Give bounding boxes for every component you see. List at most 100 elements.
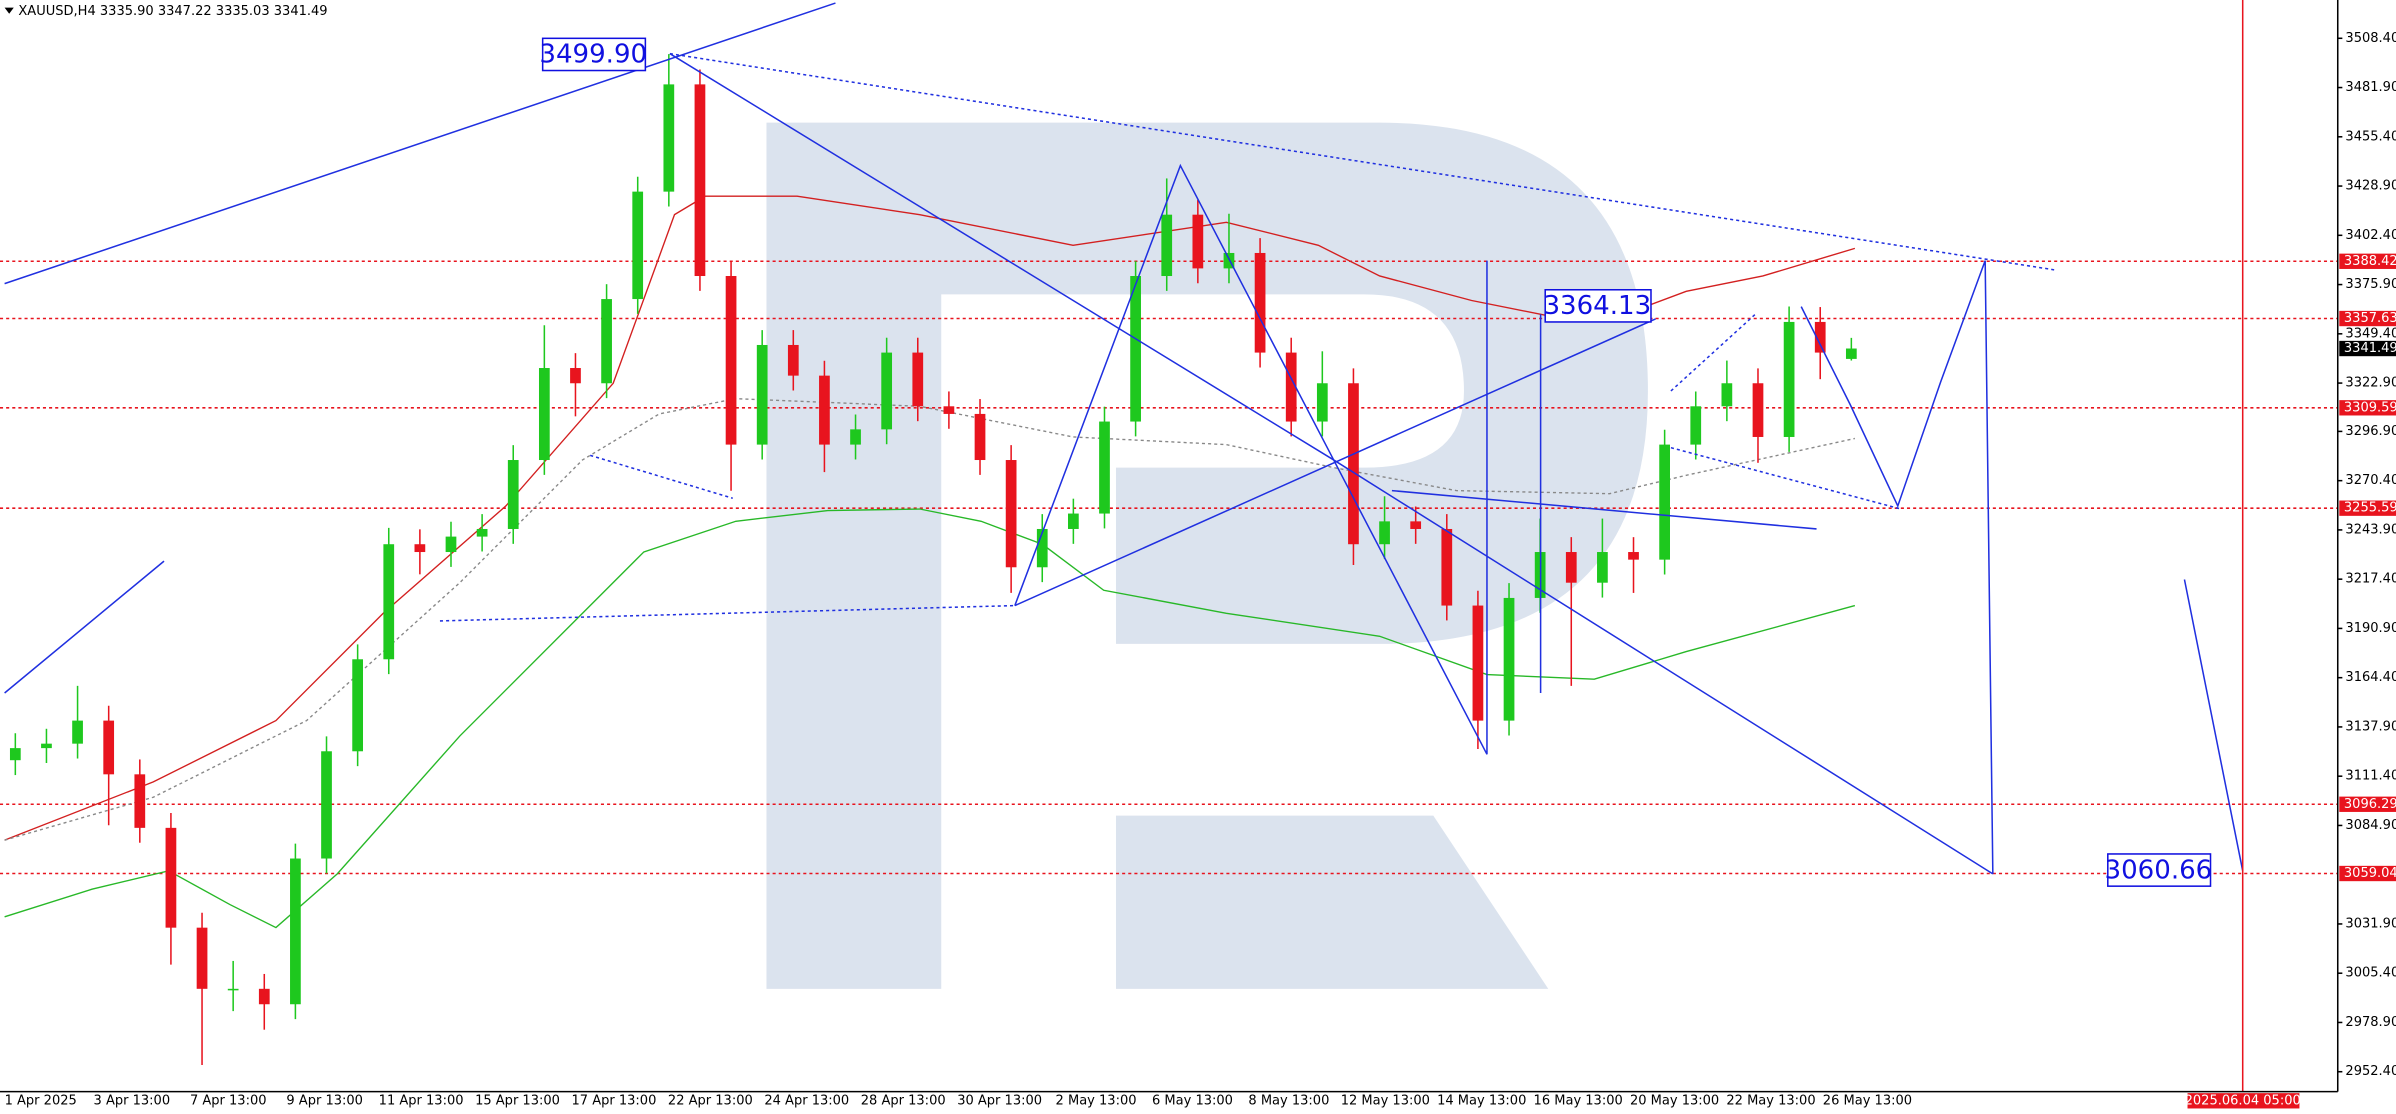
menu-triangle [4, 7, 14, 14]
candle-body [1752, 383, 1764, 437]
candle-body [1690, 406, 1702, 445]
level-label: 3388.42 [2344, 254, 2396, 269]
candle-body [1036, 528, 1048, 568]
x-tick-label: 14 May 13:00 [1437, 1093, 1526, 1108]
y-tick-label: 3005.40 [2345, 966, 2396, 981]
annotation-box [541, 37, 647, 72]
y-tick-label: 3402.40 [2345, 228, 2396, 243]
candle-body [1410, 521, 1422, 529]
candle-body [1285, 352, 1297, 422]
y-tick-label: 3481.90 [2345, 80, 2396, 95]
y-tick-label: 3296.90 [2345, 424, 2396, 439]
y-tick-label: 3455.40 [2345, 129, 2396, 144]
candle-body [756, 344, 768, 445]
candle-body [1472, 605, 1484, 721]
chart-title: XAUUSD,H4 3335.90 3347.22 3335.03 3341.4… [18, 4, 327, 19]
level-label: 3096.29 [2344, 797, 2396, 812]
x-tick-label: 26 May 13:00 [1823, 1093, 1912, 1108]
candle-body [1628, 552, 1639, 560]
level-label: 3255.59 [2344, 501, 2396, 516]
annotation-box [2107, 853, 2212, 887]
candle-body [1597, 552, 1608, 583]
level-label: 3309.59 [2344, 400, 2396, 415]
candle-body [632, 191, 644, 300]
candle-body [943, 406, 955, 414]
level-label-box [2339, 400, 2396, 416]
candle-body [476, 528, 488, 537]
y-tick-label: 3111.40 [2345, 769, 2396, 784]
candle-body [1223, 252, 1235, 269]
annotation: 3060.66 [2105, 855, 2213, 885]
candle-body [1659, 444, 1670, 560]
level-label: 3059.04 [2344, 866, 2396, 881]
time-marker-label: 2025.06.04 05:00 [2185, 1093, 2301, 1108]
candle-body [881, 352, 893, 430]
candle-body [663, 84, 675, 192]
candle-body [601, 299, 612, 384]
candle-body [1348, 383, 1359, 545]
annotation: 3499.90 [539, 40, 647, 70]
candle-body [1192, 214, 1204, 269]
current-price-box [2339, 340, 2396, 357]
candle-body [1814, 321, 1826, 353]
x-tick-label: 28 Apr 13:00 [861, 1093, 946, 1108]
y-tick-label: 3217.40 [2345, 572, 2396, 587]
candle-body [445, 536, 457, 553]
candle-body [165, 827, 177, 928]
x-tick-label: 12 May 13:00 [1341, 1093, 1430, 1108]
candle-body [1565, 552, 1577, 583]
candle-body [1845, 348, 1857, 359]
level-label-box [2339, 310, 2396, 327]
x-tick-label: 20 May 13:00 [1630, 1093, 1719, 1108]
candle-body [383, 544, 395, 660]
level-label-box [2339, 253, 2396, 269]
candle-body [72, 720, 83, 744]
x-tick-label: 9 Apr 13:00 [286, 1093, 363, 1108]
drawings [4, 2, 2244, 875]
candle-body [538, 368, 550, 461]
candle-body [1503, 597, 1515, 721]
candle-body [41, 743, 52, 749]
candle-body [227, 988, 239, 991]
annotation: 3364.13 [1543, 291, 1651, 321]
candle-body [1441, 528, 1453, 606]
candle-body [1068, 513, 1079, 529]
candle-body [819, 375, 830, 445]
candle-body [1316, 383, 1328, 422]
candle-body [912, 352, 924, 407]
x-tick-label: 15 Apr 13:00 [475, 1093, 560, 1108]
x-tick-label: 2 May 13:00 [1056, 1093, 1137, 1108]
candle-body [570, 368, 581, 384]
y-tick-label: 3428.90 [2345, 179, 2396, 194]
y-tick-label: 3508.40 [2345, 31, 2396, 46]
level-label-box [2339, 500, 2396, 516]
x-tick-label: 6 May 13:00 [1152, 1093, 1233, 1108]
x-tick-label: 3 Apr 13:00 [94, 1093, 171, 1108]
candles [9, 54, 1857, 1066]
candle-body [1161, 214, 1173, 277]
candle-body [103, 720, 115, 775]
time-marker-box [2187, 1093, 2300, 1109]
candle-body [196, 927, 208, 989]
candle-body [290, 858, 301, 1005]
candle-body [414, 544, 426, 553]
y-tick-label: 3164.40 [2345, 670, 2396, 685]
candle-body [507, 460, 519, 529]
candle-body [1783, 321, 1795, 437]
x-tick-label: 1 Apr 2025 [5, 1093, 77, 1108]
candle-body [850, 429, 861, 445]
level-label-box [2339, 796, 2396, 812]
candle-body [258, 988, 270, 1005]
x-tick-label: 17 Apr 13:00 [572, 1093, 657, 1108]
watermark [766, 122, 1648, 989]
y-tick-label: 3190.90 [2345, 621, 2396, 636]
candle-body [321, 751, 332, 859]
y-tick-label: 2952.40 [2345, 1064, 2396, 1079]
y-tick-label: 3270.40 [2345, 473, 2396, 488]
candle-body [1721, 383, 1733, 407]
candle-body [352, 659, 364, 752]
candle-body [1130, 276, 1141, 422]
candle-body [787, 344, 799, 376]
